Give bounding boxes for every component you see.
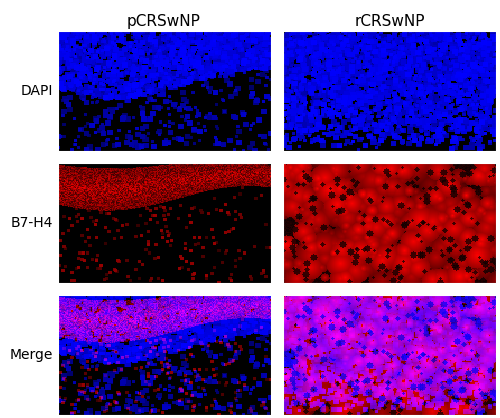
Text: DAPI: DAPI	[20, 84, 52, 98]
Text: pCRSwNP: pCRSwNP	[127, 14, 201, 29]
Text: B7-H4: B7-H4	[10, 216, 52, 230]
Text: Merge: Merge	[9, 348, 52, 362]
Text: rCRSwNP: rCRSwNP	[354, 14, 425, 29]
